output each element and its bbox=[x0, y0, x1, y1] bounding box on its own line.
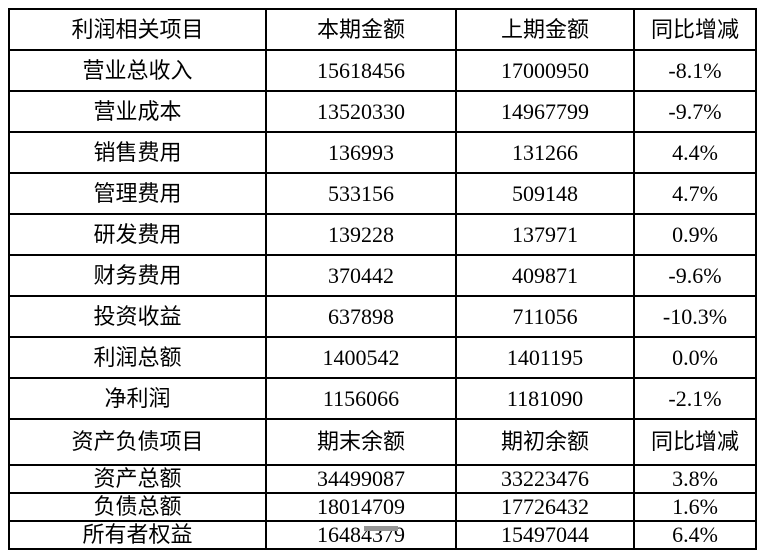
current-amount: 18014709 bbox=[265, 492, 457, 522]
item-label: 财务费用 bbox=[8, 254, 267, 297]
prior-amount: 509148 bbox=[455, 172, 635, 215]
header-yoy: 同比增减 bbox=[633, 418, 757, 466]
yoy-change: -10.3% bbox=[633, 295, 757, 338]
document-page: 利润相关项目 本期金额 上期金额 同比增减 营业总收入 15618456 170… bbox=[8, 8, 757, 550]
prior-amount: 137971 bbox=[455, 213, 635, 256]
table-row: 投资收益 637898 711056 -10.3% bbox=[8, 295, 757, 338]
header-prior-amount: 上期金额 bbox=[455, 8, 635, 51]
current-amount: 34499087 bbox=[265, 464, 457, 494]
balance-header-row: 资产负债项目 期末余额 期初余额 同比增减 bbox=[8, 418, 757, 466]
item-label: 资产总额 bbox=[8, 464, 267, 494]
prior-amount: 711056 bbox=[455, 295, 635, 338]
header-current-amount: 本期金额 bbox=[265, 8, 457, 51]
page-bottom-marker bbox=[364, 526, 398, 531]
yoy-change: 4.7% bbox=[633, 172, 757, 215]
yoy-change: -8.1% bbox=[633, 49, 757, 92]
current-amount: 1156066 bbox=[265, 377, 457, 420]
current-amount: 1400542 bbox=[265, 336, 457, 379]
prior-amount: 17000950 bbox=[455, 49, 635, 92]
header-yoy: 同比增减 bbox=[633, 8, 757, 51]
table-row: 负债总额 18014709 17726432 1.6% bbox=[8, 492, 757, 522]
prior-amount: 131266 bbox=[455, 131, 635, 174]
financial-table: 利润相关项目 本期金额 上期金额 同比增减 营业总收入 15618456 170… bbox=[8, 8, 757, 550]
current-amount: 16484379 bbox=[265, 520, 457, 550]
table-row: 研发费用 139228 137971 0.9% bbox=[8, 213, 757, 256]
prior-amount: 33223476 bbox=[455, 464, 635, 494]
current-amount: 637898 bbox=[265, 295, 457, 338]
table-row: 营业总收入 15618456 17000950 -8.1% bbox=[8, 49, 757, 92]
header-item: 资产负债项目 bbox=[8, 418, 267, 466]
yoy-change: 4.4% bbox=[633, 131, 757, 174]
current-amount: 136993 bbox=[265, 131, 457, 174]
profit-header-row: 利润相关项目 本期金额 上期金额 同比增减 bbox=[8, 8, 757, 51]
current-amount: 370442 bbox=[265, 254, 457, 297]
prior-amount: 409871 bbox=[455, 254, 635, 297]
yoy-change: 3.8% bbox=[633, 464, 757, 494]
prior-amount: 1181090 bbox=[455, 377, 635, 420]
table-row: 资产总额 34499087 33223476 3.8% bbox=[8, 464, 757, 494]
table-row: 财务费用 370442 409871 -9.6% bbox=[8, 254, 757, 297]
item-label: 投资收益 bbox=[8, 295, 267, 338]
prior-amount: 15497044 bbox=[455, 520, 635, 550]
prior-amount: 1401195 bbox=[455, 336, 635, 379]
item-label: 利润总额 bbox=[8, 336, 267, 379]
prior-amount: 17726432 bbox=[455, 492, 635, 522]
table-row: 利润总额 1400542 1401195 0.0% bbox=[8, 336, 757, 379]
current-amount: 15618456 bbox=[265, 49, 457, 92]
item-label: 营业总收入 bbox=[8, 49, 267, 92]
header-current-amount: 期末余额 bbox=[265, 418, 457, 466]
item-label: 管理费用 bbox=[8, 172, 267, 215]
yoy-change: 0.0% bbox=[633, 336, 757, 379]
item-label: 营业成本 bbox=[8, 90, 267, 133]
yoy-change: 1.6% bbox=[633, 492, 757, 522]
table-row: 销售费用 136993 131266 4.4% bbox=[8, 131, 757, 174]
header-prior-amount: 期初余额 bbox=[455, 418, 635, 466]
prior-amount: 14967799 bbox=[455, 90, 635, 133]
item-label: 所有者权益 bbox=[8, 520, 267, 550]
yoy-change: -2.1% bbox=[633, 377, 757, 420]
yoy-change: -9.7% bbox=[633, 90, 757, 133]
item-label: 销售费用 bbox=[8, 131, 267, 174]
table-row: 营业成本 13520330 14967799 -9.7% bbox=[8, 90, 757, 133]
current-amount: 13520330 bbox=[265, 90, 457, 133]
item-label: 净利润 bbox=[8, 377, 267, 420]
table-row: 净利润 1156066 1181090 -2.1% bbox=[8, 377, 757, 420]
current-amount: 533156 bbox=[265, 172, 457, 215]
item-label: 负债总额 bbox=[8, 492, 267, 522]
yoy-change: -9.6% bbox=[633, 254, 757, 297]
current-amount: 139228 bbox=[265, 213, 457, 256]
header-item: 利润相关项目 bbox=[8, 8, 267, 51]
yoy-change: 0.9% bbox=[633, 213, 757, 256]
yoy-change: 6.4% bbox=[633, 520, 757, 550]
item-label: 研发费用 bbox=[8, 213, 267, 256]
table-row: 管理费用 533156 509148 4.7% bbox=[8, 172, 757, 215]
